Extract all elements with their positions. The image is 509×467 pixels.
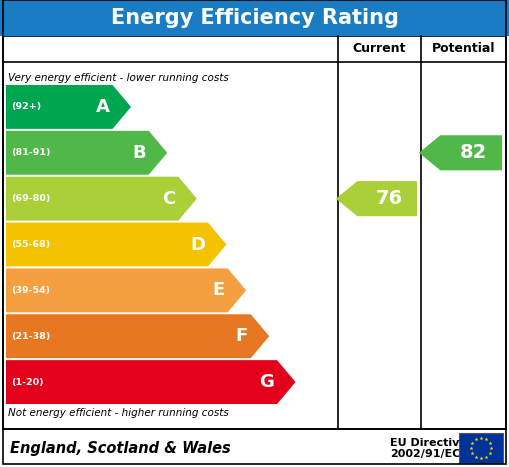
Text: 82: 82	[460, 143, 487, 163]
Text: (69-80): (69-80)	[11, 194, 50, 203]
Text: G: G	[259, 373, 274, 391]
Text: (39-54): (39-54)	[11, 286, 50, 295]
Text: Current: Current	[353, 42, 406, 56]
Text: (55-68): (55-68)	[11, 240, 50, 249]
Text: (1-20): (1-20)	[11, 378, 44, 387]
Text: F: F	[236, 327, 248, 345]
Polygon shape	[6, 223, 227, 267]
Text: Very energy efficient - lower running costs: Very energy efficient - lower running co…	[8, 73, 229, 83]
Text: 2002/91/EC: 2002/91/EC	[390, 449, 460, 459]
Text: (21-38): (21-38)	[11, 332, 50, 341]
Text: B: B	[132, 144, 146, 162]
Polygon shape	[6, 177, 197, 220]
Polygon shape	[6, 85, 131, 129]
Text: England, Scotland & Wales: England, Scotland & Wales	[10, 440, 231, 455]
Text: C: C	[162, 190, 176, 208]
Text: (81-91): (81-91)	[11, 149, 50, 157]
Text: 76: 76	[376, 189, 403, 208]
Polygon shape	[6, 131, 167, 175]
Polygon shape	[6, 269, 246, 312]
Polygon shape	[336, 181, 417, 216]
Bar	[459, 433, 503, 463]
Text: (92+): (92+)	[11, 102, 41, 112]
Bar	[0, 0, 509, 36]
Text: Not energy efficient - higher running costs: Not energy efficient - higher running co…	[8, 408, 229, 418]
Text: Potential: Potential	[432, 42, 495, 56]
Bar	[3, 36, 506, 429]
Polygon shape	[6, 360, 296, 404]
Polygon shape	[419, 135, 502, 170]
Text: Energy Efficiency Rating: Energy Efficiency Rating	[110, 8, 399, 28]
Text: EU Directive: EU Directive	[390, 438, 467, 448]
Text: D: D	[190, 235, 205, 254]
Text: A: A	[96, 98, 109, 116]
Text: E: E	[212, 281, 225, 299]
Polygon shape	[6, 314, 269, 358]
